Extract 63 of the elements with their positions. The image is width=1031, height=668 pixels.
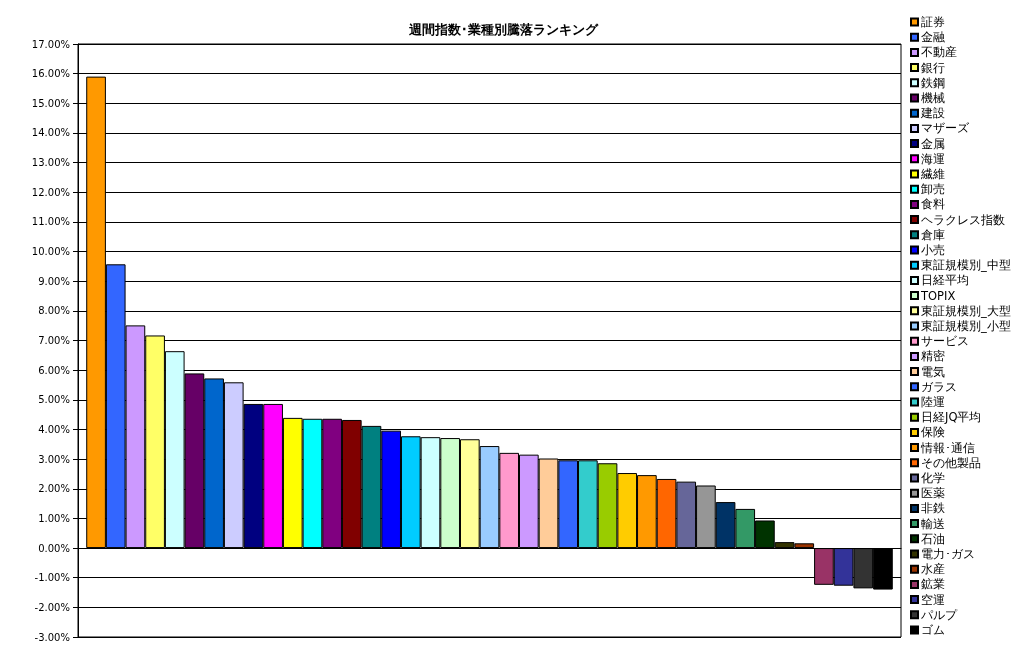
legend-label: サービス [921, 334, 969, 349]
y-tick-label: 14.00% [31, 127, 70, 139]
y-tick-label: 10.00% [31, 246, 70, 258]
legend-label: ヘラクレス指数 [921, 212, 1005, 227]
legend-label: 不動産 [921, 45, 957, 60]
legend-label: 証券 [921, 15, 945, 29]
y-tick-label: -2.00% [34, 601, 70, 613]
y-tick-label: 9.00% [38, 275, 70, 287]
legend-label: 機械 [921, 91, 945, 105]
y-tick-label: 12.00% [31, 186, 70, 198]
legend-label: 電気 [921, 364, 945, 379]
legend-label: 精密 [921, 349, 945, 364]
legend-label: 建設 [920, 106, 945, 121]
legend-label: 東証規模別_大型 [921, 303, 1011, 318]
legend-label: 倉庫 [921, 227, 945, 242]
legend-label: 金属 [921, 136, 945, 151]
legend-label: 石油 [921, 531, 945, 546]
y-tick-label: 15.00% [31, 97, 70, 109]
legend-label: 海運 [921, 151, 945, 166]
legend-label: パルプ [920, 607, 958, 622]
legend-label: ゴム [921, 623, 945, 637]
y-tick-label: 0.00% [38, 542, 70, 554]
chart-title: 週間指数･業種別騰落ランキング [407, 22, 599, 37]
legend-label: 非鉄 [921, 501, 945, 516]
legend-label: 輸送 [921, 516, 945, 531]
y-tick-label: -1.00% [34, 572, 70, 584]
legend-label: 化学 [921, 471, 945, 485]
y-tick-label: 13.00% [31, 157, 70, 169]
legend-label: ガラス [921, 379, 957, 394]
y-tick-label: 16.00% [31, 68, 70, 80]
y-tick-label: 1.00% [38, 512, 70, 524]
legend-label: 水産 [921, 562, 945, 577]
legend-label: 情報･通信 [920, 440, 975, 455]
y-tick-label: 8.00% [38, 305, 70, 317]
y-tick-label: 17.00% [31, 38, 70, 50]
y-tick-label: 6.00% [38, 364, 70, 376]
y-tick-label: 7.00% [38, 335, 70, 346]
y-tick-label: 11.00% [31, 216, 70, 228]
y-tick-label: 2.00% [38, 483, 70, 495]
legend-label: 空運 [921, 592, 945, 607]
y-tick-label: 3.00% [38, 453, 70, 465]
y-tick-label: 4.00% [38, 423, 70, 435]
legend-label: 日経JQ平均 [921, 410, 982, 425]
legend-label: マザーズ [921, 121, 970, 136]
legend-label: 電力･ガス [921, 547, 975, 561]
legend-label: 東証規模別_小型 [921, 319, 1011, 333]
legend-label: 銀行 [921, 60, 945, 75]
legend-label: 鉄鋼 [921, 75, 945, 90]
legend-label: TOPIX [920, 288, 956, 303]
legend-label: 東証規模別_中型 [921, 258, 1011, 273]
legend-label: 鉱業 [921, 577, 945, 592]
legend-label: 卸売 [921, 182, 945, 197]
legend-label: 医薬 [921, 486, 945, 501]
legend-label: 日経平均 [921, 273, 969, 288]
legend-label: 金融 [921, 30, 945, 45]
y-tick-label: -3.00% [34, 631, 70, 643]
legend-label: その他製品 [921, 455, 981, 470]
legend-label: 小売 [921, 243, 945, 257]
y-tick-label: 5.00% [38, 394, 70, 406]
legend-label: 陸運 [921, 395, 945, 409]
legend-label: 繊維 [920, 167, 945, 181]
legend-label: 保険 [921, 425, 945, 440]
legend-label: 食料 [921, 197, 945, 212]
